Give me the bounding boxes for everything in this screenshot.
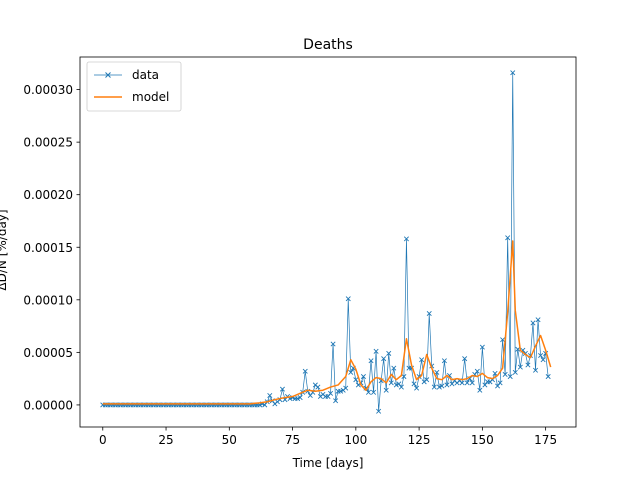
y-tick-label: 0.00005 bbox=[23, 346, 73, 360]
data-point bbox=[403, 236, 409, 242]
x-tick-label: 150 bbox=[471, 433, 494, 447]
data-point bbox=[330, 341, 336, 347]
x-axis: 0 25 50 75 100 125 150 175 bbox=[99, 427, 557, 447]
y-tick-label: 0.00030 bbox=[23, 83, 73, 97]
data-point bbox=[388, 380, 394, 386]
data-point bbox=[302, 368, 308, 374]
data-point bbox=[381, 356, 387, 362]
data-point bbox=[502, 371, 508, 377]
data-point bbox=[368, 358, 374, 364]
data-point bbox=[462, 356, 468, 362]
x-tick-label: 75 bbox=[285, 433, 300, 447]
data-point bbox=[373, 348, 379, 354]
data-point bbox=[345, 296, 351, 302]
y-tick-label: 0.00015 bbox=[23, 241, 73, 255]
data-point bbox=[279, 386, 285, 392]
data-point bbox=[441, 358, 447, 364]
series-layer bbox=[100, 70, 552, 414]
data-point bbox=[383, 387, 389, 393]
x-tick-label: 50 bbox=[222, 433, 237, 447]
data-point bbox=[365, 389, 372, 395]
data-point bbox=[315, 384, 321, 390]
data-point bbox=[436, 384, 442, 390]
legend-data-label: data bbox=[132, 68, 159, 82]
data-point bbox=[517, 364, 523, 370]
legend-model-label: model bbox=[132, 90, 169, 104]
y-axis: 0.00000 0.00005 0.00010 0.00015 0.00020 0.000… bbox=[23, 83, 80, 412]
data-point bbox=[333, 398, 339, 404]
data-point bbox=[538, 353, 544, 359]
x-tick-label: 25 bbox=[158, 433, 173, 447]
data-point bbox=[297, 395, 303, 401]
plot-frame bbox=[79, 56, 577, 428]
data-point bbox=[444, 382, 450, 388]
data-point bbox=[343, 385, 349, 391]
data-point bbox=[477, 387, 483, 393]
x-axis-label: Time [days] bbox=[292, 456, 364, 470]
data-point bbox=[505, 235, 511, 241]
data-point bbox=[414, 385, 420, 391]
y-tick-label: 0.00025 bbox=[23, 136, 73, 150]
data-point bbox=[507, 374, 513, 380]
data-point bbox=[535, 317, 541, 323]
data-point bbox=[431, 384, 437, 390]
y-axis-label: ΔD/N [%/day] bbox=[0, 209, 9, 290]
data-point bbox=[401, 374, 407, 380]
data-point bbox=[376, 408, 382, 414]
series-line-data bbox=[102, 72, 549, 412]
legend-data-marker bbox=[105, 72, 111, 78]
data-point bbox=[348, 369, 354, 375]
data-point bbox=[267, 392, 273, 398]
data-point bbox=[459, 380, 465, 386]
data-point bbox=[426, 310, 432, 316]
data-point bbox=[439, 383, 445, 389]
data-point bbox=[386, 350, 392, 356]
series-line-model bbox=[102, 240, 552, 405]
data-point bbox=[295, 396, 301, 402]
x-tick-label: 0 bbox=[99, 433, 107, 447]
data-point bbox=[434, 369, 440, 375]
data-point bbox=[492, 370, 498, 376]
data-point bbox=[328, 390, 334, 396]
data-point bbox=[464, 380, 470, 386]
data-point bbox=[391, 365, 397, 371]
data-point bbox=[371, 389, 377, 395]
data-point bbox=[525, 362, 531, 368]
data-point bbox=[532, 367, 539, 373]
data-point bbox=[474, 368, 480, 374]
data-point bbox=[479, 344, 485, 350]
data-point bbox=[419, 357, 425, 363]
series-data bbox=[100, 70, 551, 414]
data-point bbox=[545, 374, 551, 380]
data-point bbox=[530, 320, 536, 326]
data-point bbox=[398, 384, 404, 390]
data-point bbox=[469, 380, 475, 386]
data-point bbox=[512, 369, 518, 375]
data-point bbox=[353, 377, 359, 383]
data-point bbox=[500, 337, 506, 343]
data-point bbox=[411, 381, 417, 387]
data-point bbox=[338, 388, 344, 394]
chart-title: Deaths bbox=[303, 37, 353, 53]
series-model bbox=[102, 240, 552, 405]
data-point bbox=[510, 70, 516, 76]
data-point bbox=[393, 382, 399, 388]
data-point bbox=[424, 377, 430, 383]
y-tick-label: 0.00010 bbox=[23, 293, 73, 307]
y-tick-label: 0.00000 bbox=[23, 398, 73, 412]
x-tick-label: 125 bbox=[408, 433, 431, 447]
legend: data model bbox=[86, 61, 182, 112]
y-tick-label: 0.00020 bbox=[23, 188, 73, 202]
x-tick-label: 100 bbox=[344, 433, 367, 447]
x-tick-label: 175 bbox=[534, 433, 557, 447]
data-point bbox=[540, 357, 546, 363]
data-point bbox=[497, 380, 503, 386]
legend-frame bbox=[86, 61, 182, 112]
data-point bbox=[360, 374, 366, 380]
